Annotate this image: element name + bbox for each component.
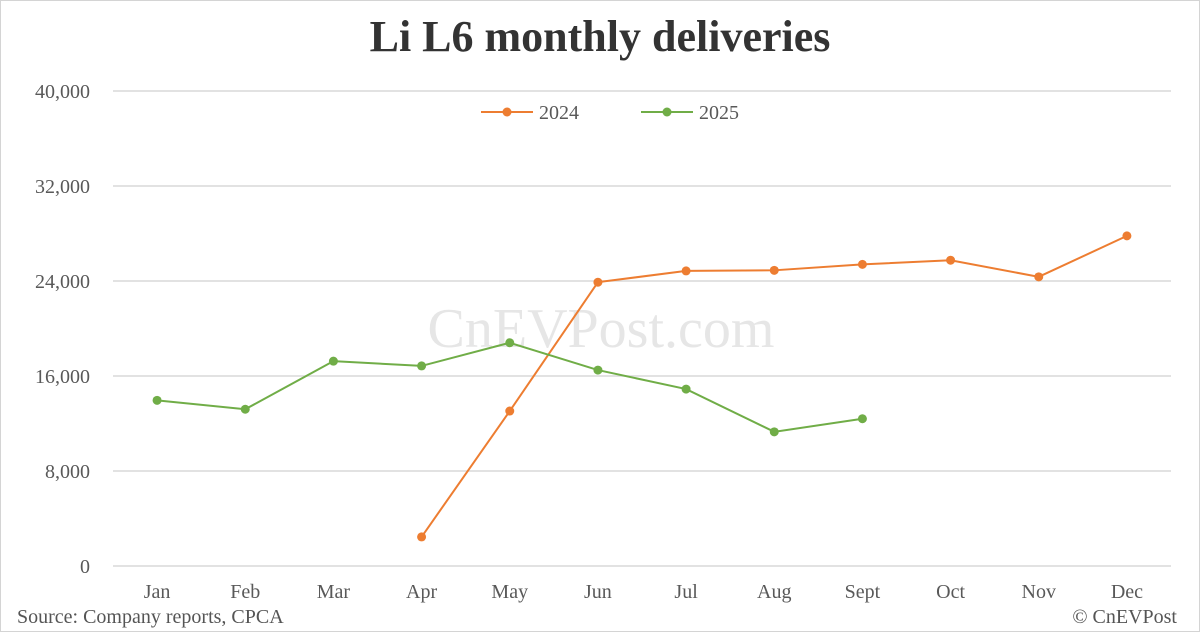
y-tick-label: 24,000 [35, 271, 90, 293]
legend-label: 2024 [539, 102, 579, 124]
data-point [505, 406, 515, 416]
legend-marker-icon [502, 107, 512, 117]
y-tick-label: 40,000 [35, 81, 90, 103]
legend-marker-icon [662, 107, 672, 117]
data-point [681, 384, 691, 394]
x-tick-label: Dec [1111, 581, 1143, 603]
x-tick-label: Aug [757, 581, 791, 603]
data-point [328, 356, 338, 366]
data-point [152, 395, 162, 405]
x-tick-label: Jul [674, 581, 698, 603]
data-point [769, 427, 779, 437]
data-point [417, 532, 427, 542]
x-tick-label: May [491, 581, 528, 603]
data-point [505, 338, 515, 348]
data-point [946, 255, 956, 265]
chart-title: Li L6 monthly deliveries [369, 12, 831, 61]
x-tick-label: Mar [317, 581, 351, 603]
x-tick-label: Oct [936, 581, 965, 603]
x-tick-label: Apr [406, 581, 437, 603]
source-note: Source: Company reports, CPCA [17, 606, 284, 628]
data-point [593, 277, 603, 287]
copyright-note: © CnEVPost [1072, 606, 1177, 628]
y-tick-label: 32,000 [35, 176, 90, 198]
y-tick-label: 0 [80, 556, 90, 578]
data-point [857, 414, 867, 424]
data-point [240, 404, 250, 414]
data-point [593, 365, 603, 375]
x-tick-label: Sept [845, 581, 881, 603]
x-tick-label: Jan [144, 581, 171, 603]
x-tick-label: Jun [584, 581, 612, 603]
data-point [681, 266, 691, 276]
data-point [1122, 231, 1132, 241]
x-tick-label: Nov [1022, 581, 1056, 603]
y-tick-label: 16,000 [35, 366, 90, 388]
data-point [769, 265, 779, 275]
y-tick-label: 8,000 [45, 461, 90, 483]
x-tick-label: Feb [230, 581, 260, 603]
data-point [1034, 272, 1044, 282]
data-point [417, 361, 427, 371]
legend-label: 2025 [699, 102, 739, 124]
data-point [857, 259, 867, 269]
